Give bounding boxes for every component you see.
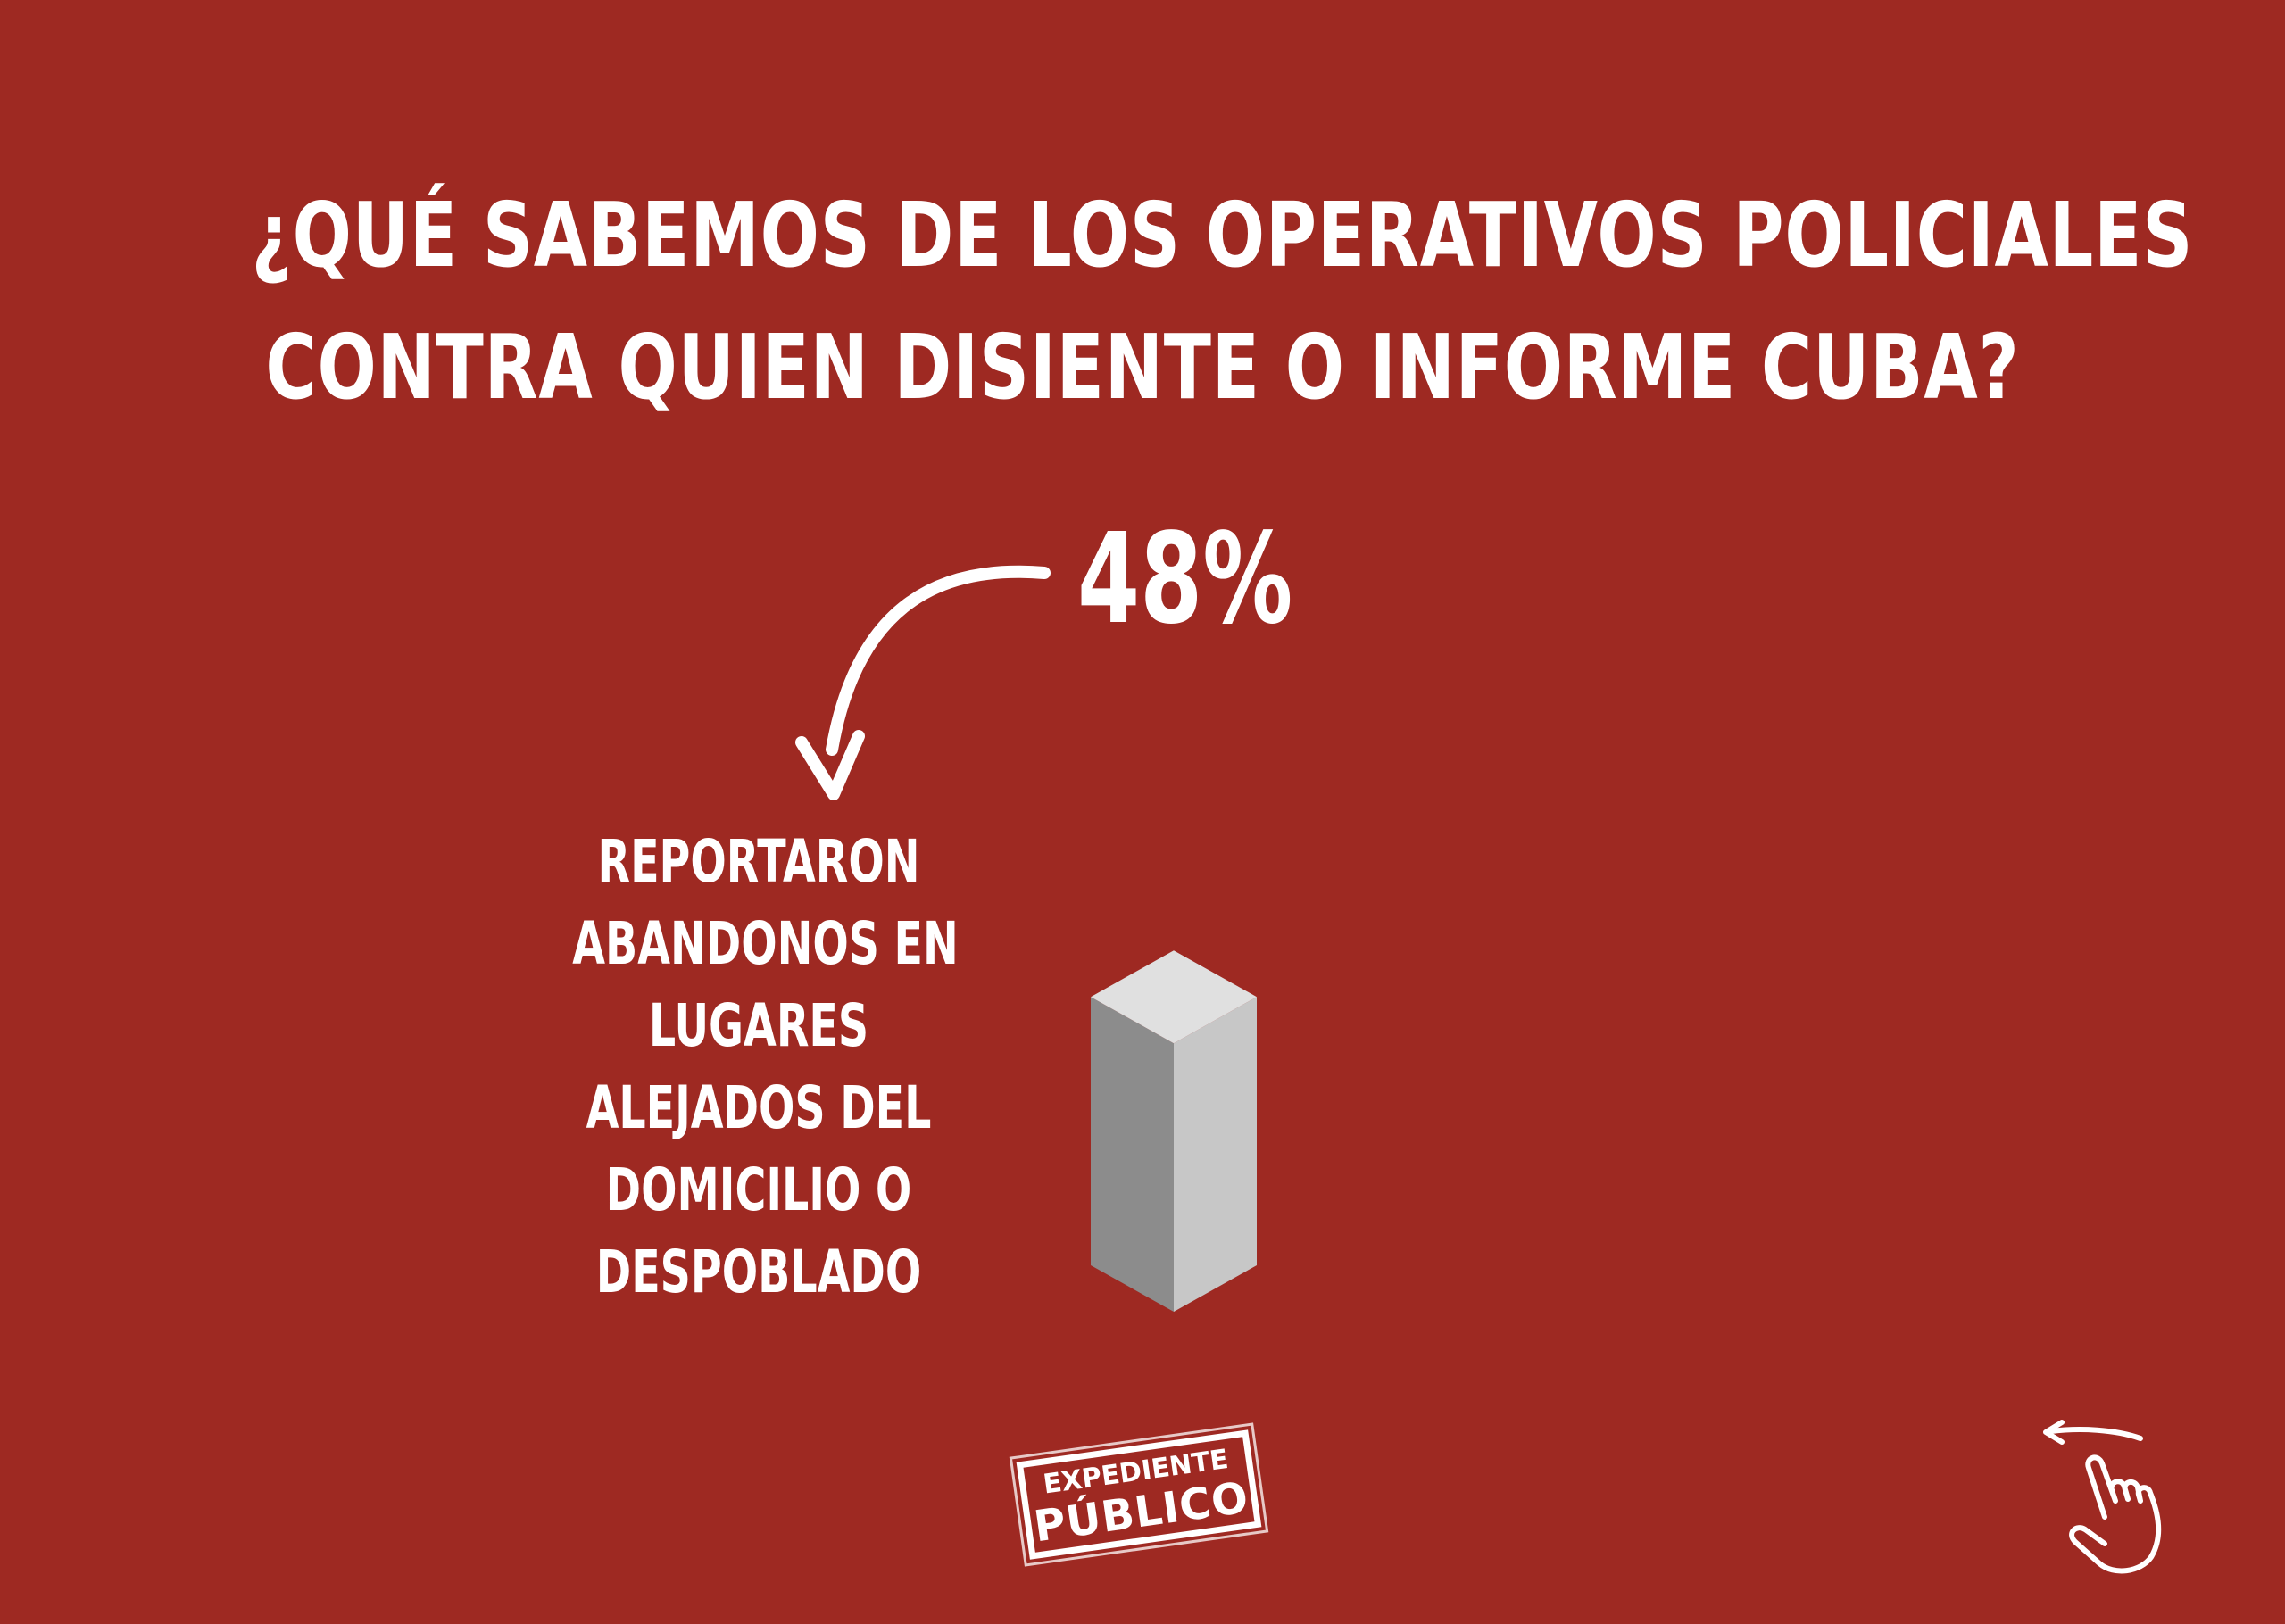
logo-stamp: EXPEDIENTE PÚBLICO xyxy=(1016,1429,1262,1560)
bar-top-face xyxy=(1091,950,1257,1044)
title-line-1: ¿QUÉ SABEMOS DE LOS OPERATIVOS POLICIALE… xyxy=(251,183,2194,287)
title-line-2: CONTRA QUIEN DISIENTE O INFORME CUBA? xyxy=(265,315,2020,419)
curved-arrow-down-icon xyxy=(795,565,1051,800)
swipe-left-hand-icon[interactable] xyxy=(2026,1419,2196,1579)
description-line: ABANDONOS EN xyxy=(572,909,959,978)
bar-front-face xyxy=(1091,997,1174,1312)
bar-side-face xyxy=(1174,997,1257,1312)
expediente-publico-logo: EXPEDIENTE PÚBLICO xyxy=(1009,1428,1276,1562)
description-line: REPORTARON xyxy=(597,827,920,896)
percentage-label: 48% xyxy=(1077,507,1293,652)
page-title: ¿QUÉ SABEMOS DE LOS OPERATIVOS POLICIALE… xyxy=(251,170,2194,434)
description-line: ALEJADOS DEL xyxy=(586,1073,932,1142)
description-line: DESPOBLADO xyxy=(595,1238,922,1306)
description-line: DOMICILIO O xyxy=(605,1156,912,1224)
bar-category-label: REPORTARON ABANDONOS EN LUGARES ALEJADOS… xyxy=(572,821,959,1313)
bar-chart xyxy=(1091,950,1257,1312)
description-line: LUGARES xyxy=(648,991,869,1060)
